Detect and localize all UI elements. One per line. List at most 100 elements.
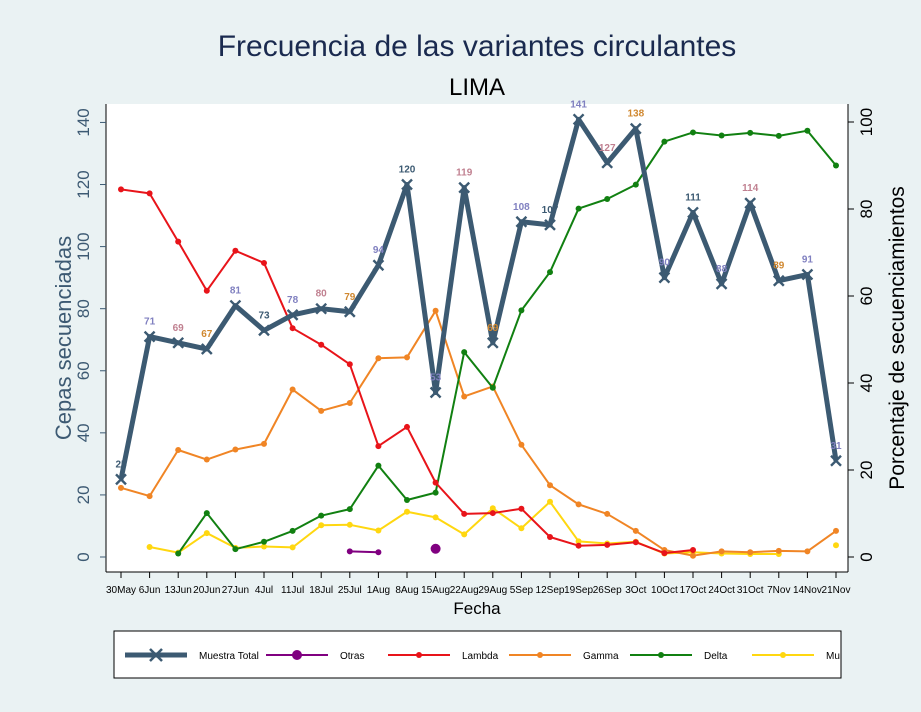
- data-point: [143, 330, 156, 343]
- data-point: [175, 446, 182, 453]
- data-point: [833, 162, 839, 169]
- data-point: [804, 548, 811, 555]
- y-right-tick-label: 0: [857, 552, 876, 561]
- data-point: [175, 550, 182, 557]
- data-point: [547, 533, 553, 540]
- data-point: [661, 138, 668, 145]
- data-point: [604, 510, 611, 517]
- x-tick-label: 19Sep: [564, 585, 593, 596]
- data-label: 111: [685, 192, 701, 203]
- data-label: 90: [659, 258, 671, 269]
- x-tick-label: 14Nov: [793, 585, 822, 596]
- data-point: [232, 546, 239, 553]
- series-line: [349, 550, 379, 554]
- series-line: [177, 129, 837, 555]
- x-tick-label: 18Jul: [309, 585, 333, 596]
- data-point: [547, 498, 553, 505]
- chart-title: Frecuencia de las variantes circulantes: [218, 30, 737, 63]
- data-point: [430, 543, 441, 554]
- legend-marker: [149, 648, 163, 662]
- data-point: [346, 548, 353, 555]
- y-right-tick-label: 20: [857, 461, 876, 480]
- data-point: [203, 510, 210, 517]
- x-tick-label: 29Aug: [478, 585, 507, 596]
- data-point: [461, 510, 468, 517]
- data-label: 79: [344, 292, 356, 303]
- x-tick-label: 4Jul: [255, 585, 273, 596]
- x-tick-label: 1Aug: [367, 585, 390, 596]
- data-label: 69: [173, 323, 185, 334]
- data-point: [203, 456, 210, 463]
- data-point: [632, 539, 639, 546]
- data-point: [375, 549, 382, 556]
- data-point: [515, 215, 528, 228]
- legend-label: Lambda: [462, 651, 499, 662]
- data-point: [429, 386, 442, 399]
- series-otras: [346, 543, 441, 556]
- data-label: 78: [287, 295, 299, 306]
- data-point: [146, 543, 153, 550]
- data-point: [203, 287, 210, 294]
- legend-marker: [416, 652, 422, 658]
- data-point: [286, 309, 299, 321]
- legend-label: Muestra Total: [199, 651, 259, 662]
- data-point: [372, 259, 385, 272]
- data-point: [690, 552, 696, 559]
- y-left-tick-label: 60: [74, 361, 93, 380]
- x-tick-label: 30May: [106, 585, 136, 596]
- data-point: [289, 325, 296, 332]
- data-point: [547, 482, 553, 489]
- data-label: 108: [513, 202, 530, 213]
- data-label: 89: [773, 261, 785, 272]
- x-tick-label: 17Oct: [680, 585, 707, 596]
- data-point: [315, 302, 328, 315]
- data-point: [658, 271, 671, 284]
- data-point: [432, 489, 439, 496]
- data-point: [261, 538, 267, 545]
- y-right-tick-label: 100: [857, 108, 876, 136]
- y-axis-right-label: Porcentaje de secuenciamientos: [886, 186, 909, 490]
- data-point: [604, 195, 611, 202]
- data-point: [289, 527, 296, 534]
- data-point: [401, 178, 413, 191]
- legend-marker: [292, 650, 302, 660]
- legend-item-muestra-total: Muestra Total: [125, 648, 259, 662]
- x-tick-label: 15Aug: [421, 585, 450, 596]
- data-point: [458, 181, 471, 194]
- series-lambda: [118, 186, 696, 557]
- data-point: [115, 473, 127, 486]
- data-point: [518, 525, 525, 532]
- data-label: 94: [373, 245, 385, 256]
- legend-box: [113, 630, 842, 679]
- data-point: [404, 508, 410, 515]
- legend-marker: [658, 652, 664, 658]
- y-axis-left-label: Cepas secuenciadas: [51, 236, 76, 440]
- data-point: [575, 501, 582, 508]
- data-point: [375, 462, 382, 469]
- data-point: [346, 506, 353, 513]
- x-axis-label: Fecha: [453, 599, 501, 618]
- data-point: [289, 386, 296, 393]
- legend: Muestra Total Otras Lambda Gamma Delta Mu: [113, 630, 842, 679]
- data-point: [804, 127, 811, 134]
- data-point: [346, 400, 353, 407]
- data-point: [404, 423, 410, 430]
- data-point: [318, 522, 325, 529]
- legend-item-otras: Otras: [266, 650, 364, 662]
- data-point: [687, 206, 699, 219]
- data-point: [318, 512, 325, 519]
- data-point: [404, 497, 410, 504]
- data-label: 53: [430, 372, 442, 383]
- y-left-tick-label: 120: [74, 170, 93, 198]
- data-point: [833, 527, 839, 534]
- data-point: [690, 547, 696, 554]
- data-point: [346, 521, 353, 528]
- data-point: [833, 542, 839, 549]
- data-point: [572, 113, 585, 126]
- legend-marker: [537, 652, 543, 658]
- data-point: [486, 336, 499, 349]
- data-point: [718, 132, 725, 139]
- data-point: [489, 505, 496, 512]
- data-point: [318, 407, 325, 414]
- legend-label: Otras: [340, 651, 364, 662]
